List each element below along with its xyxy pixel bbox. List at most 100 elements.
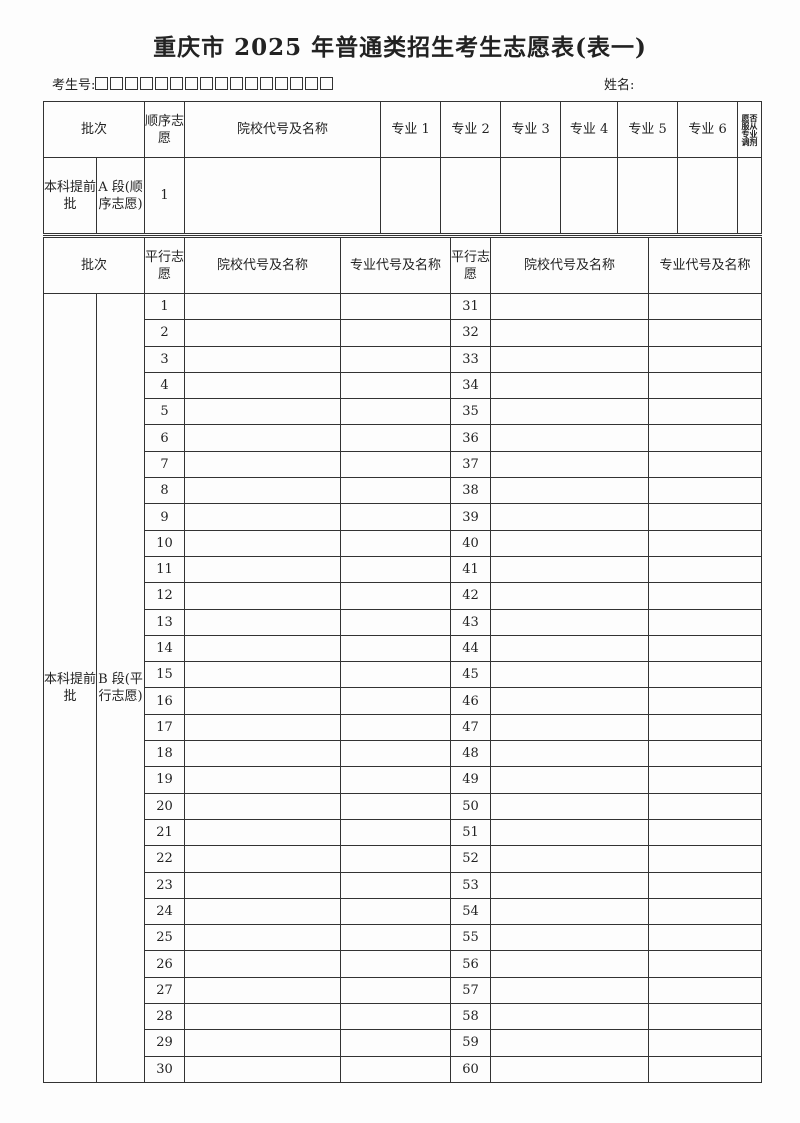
major-entry[interactable] (340, 740, 452, 768)
digit-box[interactable] (185, 77, 199, 90)
major-entry[interactable] (340, 897, 452, 926)
school-entry[interactable] (184, 792, 342, 820)
major-entry[interactable] (648, 924, 763, 952)
major-entry[interactable] (648, 555, 763, 584)
major-entry[interactable] (340, 582, 452, 610)
major-entry[interactable] (340, 713, 452, 742)
school-entry[interactable] (184, 713, 342, 742)
major-entry-3[interactable] (500, 157, 562, 234)
school-entry[interactable] (490, 792, 650, 820)
major-entry[interactable] (340, 766, 452, 794)
major-entry[interactable] (340, 608, 452, 636)
school-entry[interactable] (184, 766, 342, 794)
school-entry[interactable] (184, 1003, 342, 1031)
school-entry[interactable] (184, 157, 382, 234)
candidate-number-boxes[interactable] (95, 77, 335, 93)
school-entry[interactable] (184, 976, 342, 1005)
school-entry[interactable] (184, 503, 342, 531)
school-entry[interactable] (184, 950, 342, 978)
major-entry[interactable] (648, 477, 763, 505)
major-entry[interactable] (648, 371, 763, 400)
school-entry[interactable] (184, 871, 342, 899)
major-entry[interactable] (340, 792, 452, 820)
major-entry[interactable] (648, 740, 763, 768)
major-entry-1[interactable] (380, 157, 442, 234)
major-entry[interactable] (648, 398, 763, 426)
school-entry[interactable] (490, 740, 650, 768)
major-entry[interactable] (648, 529, 763, 557)
school-entry[interactable] (184, 608, 342, 636)
major-entry[interactable] (648, 792, 763, 820)
major-entry[interactable] (340, 924, 452, 952)
school-entry[interactable] (490, 950, 650, 978)
major-entry[interactable] (648, 292, 763, 321)
digit-box[interactable] (200, 77, 214, 90)
school-entry[interactable] (490, 582, 650, 610)
school-entry[interactable] (490, 555, 650, 584)
major-entry[interactable] (340, 529, 452, 557)
major-entry[interactable] (340, 845, 452, 873)
school-entry[interactable] (490, 345, 650, 373)
major-entry[interactable] (648, 450, 763, 479)
major-entry[interactable] (340, 818, 452, 847)
major-entry[interactable] (340, 976, 452, 1005)
major-entry[interactable] (340, 634, 452, 663)
major-entry[interactable] (648, 345, 763, 373)
school-entry[interactable] (490, 398, 650, 426)
digit-box[interactable] (170, 77, 184, 90)
major-entry-2[interactable] (440, 157, 502, 234)
major-entry[interactable] (648, 1003, 763, 1031)
major-entry[interactable] (340, 1003, 452, 1031)
major-entry[interactable] (340, 555, 452, 584)
major-entry[interactable] (648, 319, 763, 347)
school-entry[interactable] (184, 292, 342, 321)
school-entry[interactable] (490, 477, 650, 505)
digit-box[interactable] (275, 77, 289, 90)
major-entry[interactable] (340, 371, 452, 400)
school-entry[interactable] (490, 450, 650, 479)
school-entry[interactable] (490, 976, 650, 1005)
school-entry[interactable] (184, 740, 342, 768)
school-entry[interactable] (184, 555, 342, 584)
school-entry[interactable] (184, 398, 342, 426)
major-entry[interactable] (340, 950, 452, 978)
major-entry[interactable] (648, 661, 763, 689)
digit-box[interactable] (155, 77, 169, 90)
school-entry[interactable] (184, 450, 342, 479)
school-entry[interactable] (184, 582, 342, 610)
school-entry[interactable] (490, 503, 650, 531)
school-entry[interactable] (490, 661, 650, 689)
school-entry[interactable] (490, 634, 650, 663)
school-entry[interactable] (184, 424, 342, 452)
school-entry[interactable] (184, 897, 342, 926)
major-entry[interactable] (340, 398, 452, 426)
major-entry[interactable] (648, 976, 763, 1005)
school-entry[interactable] (184, 371, 342, 400)
school-entry[interactable] (490, 897, 650, 926)
school-entry[interactable] (184, 477, 342, 505)
major-entry[interactable] (340, 871, 452, 899)
school-entry[interactable] (490, 924, 650, 952)
school-entry[interactable] (184, 319, 342, 347)
school-entry[interactable] (490, 1003, 650, 1031)
school-entry[interactable] (490, 818, 650, 847)
major-entry-4[interactable] (560, 157, 619, 234)
digit-box[interactable] (140, 77, 154, 90)
school-entry[interactable] (184, 845, 342, 873)
school-entry[interactable] (490, 292, 650, 321)
major-entry[interactable] (340, 1055, 452, 1083)
digit-box[interactable] (320, 77, 334, 90)
major-entry[interactable] (340, 345, 452, 373)
digit-box[interactable] (215, 77, 229, 90)
major-entry[interactable] (648, 871, 763, 899)
digit-box[interactable] (230, 77, 244, 90)
school-entry[interactable] (184, 687, 342, 715)
school-entry[interactable] (184, 661, 342, 689)
digit-box[interactable] (290, 77, 304, 90)
major-entry[interactable] (648, 845, 763, 873)
major-entry[interactable] (648, 1055, 763, 1083)
major-entry[interactable] (648, 503, 763, 531)
major-entry[interactable] (340, 687, 452, 715)
digit-box[interactable] (125, 77, 139, 90)
major-entry[interactable] (648, 1029, 763, 1057)
